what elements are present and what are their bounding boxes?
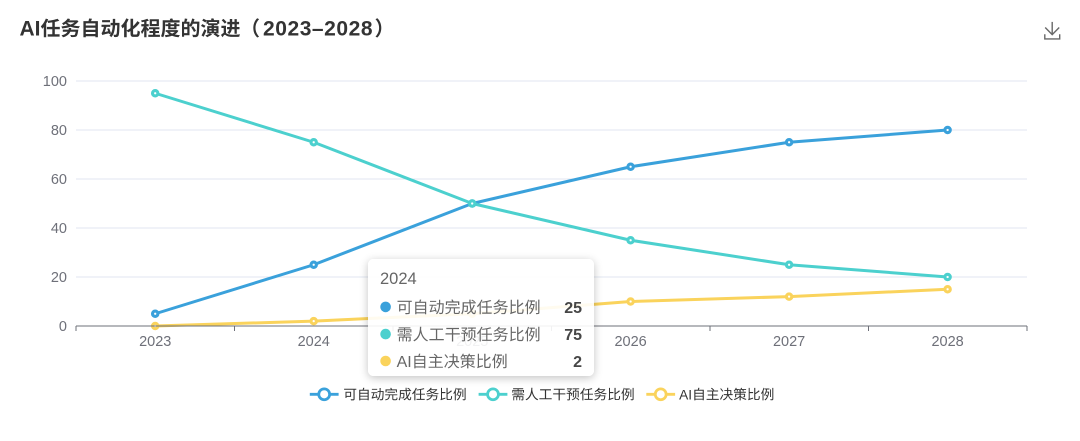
svg-text:AI: AI [20, 18, 41, 41]
svg-text:25: 25 [564, 300, 582, 317]
svg-text:2023: 2023 [139, 334, 171, 350]
svg-text:75: 75 [564, 327, 582, 344]
svg-text:60: 60 [51, 172, 67, 188]
svg-text:2023–2028: 2023–2028 [263, 18, 373, 41]
svg-text:AI: AI [397, 354, 412, 371]
svg-text:2027: 2027 [773, 334, 805, 350]
svg-text:20: 20 [51, 270, 67, 286]
svg-text:0: 0 [59, 319, 67, 335]
svg-text:AI: AI [679, 387, 692, 402]
svg-text:2024: 2024 [298, 334, 330, 350]
svg-text:40: 40 [51, 221, 67, 237]
svg-text:2024: 2024 [380, 270, 417, 288]
svg-text:80: 80 [51, 123, 67, 139]
svg-text:2: 2 [573, 354, 582, 371]
svg-text:2028: 2028 [931, 334, 963, 350]
svg-text:100: 100 [43, 74, 67, 90]
svg-text:2026: 2026 [614, 334, 646, 350]
